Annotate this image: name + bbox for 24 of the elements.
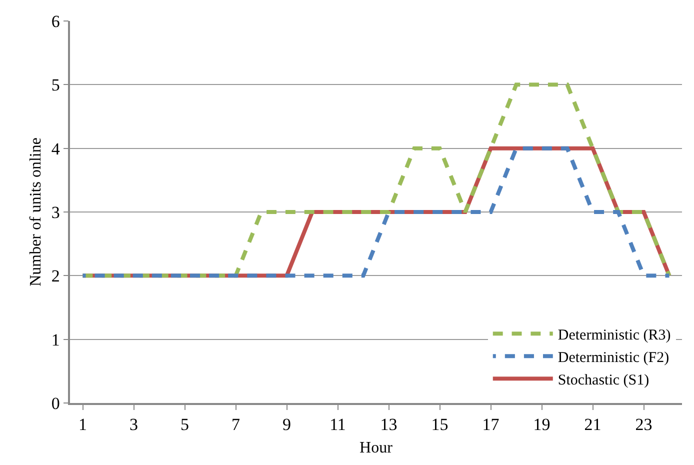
y-tick-label: 1 [51, 330, 60, 350]
y-tick-label: 6 [51, 12, 60, 31]
x-tick-label: 1 [78, 415, 87, 434]
x-tick-label: 13 [380, 415, 398, 434]
x-tick-label: 19 [533, 415, 550, 434]
legend-label: Stochastic (S1) [558, 372, 650, 388]
y-tick-label: 4 [51, 139, 60, 158]
x-tick-label: 11 [330, 415, 346, 434]
y-tick-label: 0 [51, 394, 60, 413]
legend-label: Deterministic (F2) [558, 350, 670, 366]
legend-label: Deterministic (R3) [558, 327, 671, 344]
x-tick-label: 21 [584, 415, 602, 434]
x-tick-label: 7 [232, 415, 240, 434]
x-tick-label: 15 [431, 415, 448, 434]
y-tick-label: 2 [51, 266, 60, 286]
x-tick-label: 5 [180, 415, 189, 434]
x-axis-title: Hour [360, 439, 394, 456]
y-tick-label: 5 [51, 76, 60, 95]
x-tick-label: 17 [482, 415, 500, 434]
y-axis-title: Number of units online [28, 138, 45, 286]
x-tick-label: 23 [635, 415, 652, 434]
y-tick-label: 3 [51, 202, 60, 222]
x-tick-label: 9 [282, 415, 291, 434]
x-tick-label: 3 [130, 415, 138, 434]
